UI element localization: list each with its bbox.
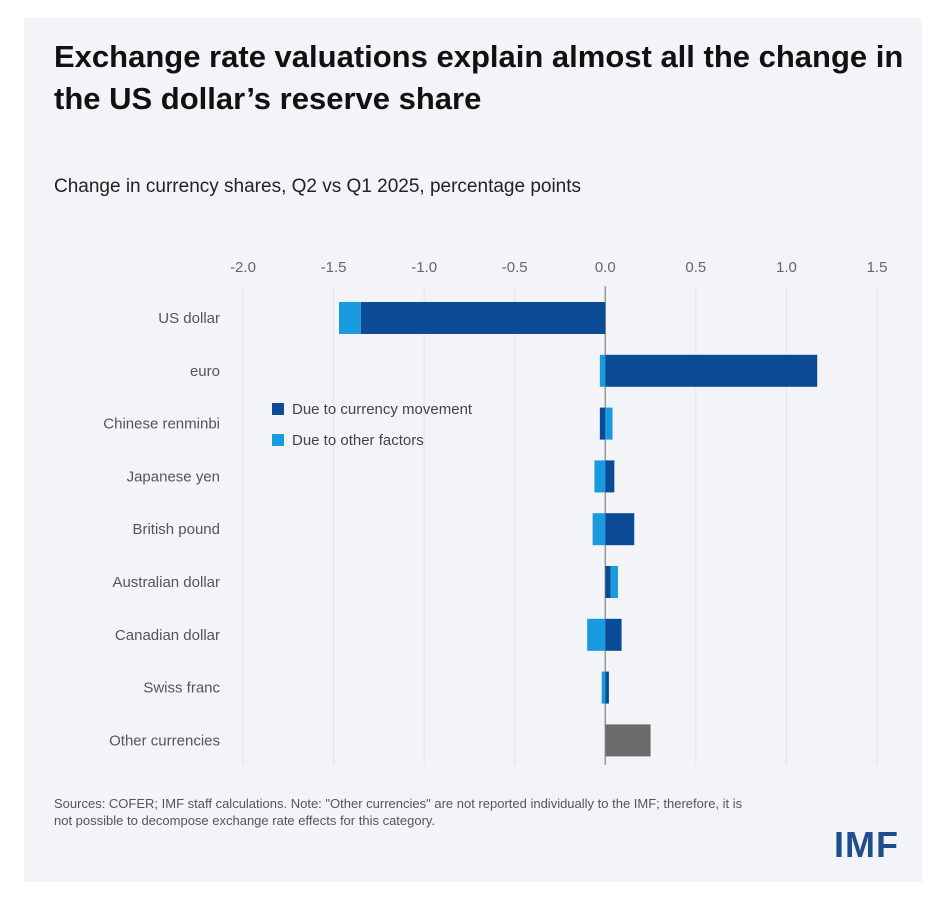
bar-other-factors bbox=[339, 302, 361, 334]
bar-other-factors bbox=[610, 566, 618, 598]
x-tick-label: -1.5 bbox=[321, 259, 347, 276]
bar-currency-movement bbox=[605, 513, 635, 546]
category-label: British pound bbox=[132, 521, 220, 538]
x-tick-label: 0.5 bbox=[685, 259, 706, 276]
x-tick-label: -0.5 bbox=[502, 259, 528, 276]
category-label: Chinese renminbi bbox=[103, 416, 220, 433]
category-label: Canadian dollar bbox=[115, 627, 220, 644]
bar-other-factors bbox=[599, 354, 606, 387]
x-tick-label: -2.0 bbox=[230, 259, 256, 276]
bar-currency-movement bbox=[605, 354, 818, 387]
chart-card: Exchange rate valuations explain almost … bbox=[24, 18, 922, 882]
chart-title: Exchange rate valuations explain almost … bbox=[54, 39, 904, 116]
category-label: US dollar bbox=[158, 310, 220, 327]
x-tick-label: -1.0 bbox=[411, 259, 437, 276]
legend-swatch bbox=[272, 403, 284, 415]
bar-currency-movement bbox=[360, 302, 606, 334]
bar-currency-movement bbox=[605, 618, 622, 651]
x-tick-label: 0.0 bbox=[595, 259, 616, 276]
footnote: Sources: COFER; IMF staff calculations. … bbox=[54, 796, 743, 828]
category-label: Australian dollar bbox=[112, 574, 220, 591]
x-tick-label: 1.5 bbox=[867, 259, 888, 276]
x-tick-label: 1.0 bbox=[776, 259, 797, 276]
bar-chart: -2.0 -1.5 -1.0 -0.5 0.0 0.5 1.0 1.5 US dollar eur… bbox=[103, 259, 888, 765]
bar-other-currencies bbox=[605, 724, 651, 757]
legend-label: Due to currency movement bbox=[292, 401, 473, 418]
legend-label: Due to other factors bbox=[292, 432, 424, 449]
category-label: Japanese yen bbox=[127, 468, 220, 485]
bar-currency-movement bbox=[605, 671, 609, 704]
bar-other-factors bbox=[594, 460, 606, 493]
bar-other-factors bbox=[601, 671, 606, 704]
bar-other-factors bbox=[592, 513, 606, 546]
bar-other-factors bbox=[587, 618, 606, 651]
category-label: Swiss franc bbox=[143, 680, 220, 697]
bar-currency-movement bbox=[605, 460, 615, 493]
bar-other-factors bbox=[605, 407, 613, 440]
category-label: euro bbox=[190, 363, 220, 380]
imf-logo: IMF bbox=[834, 824, 899, 865]
category-label: Other currencies bbox=[109, 732, 220, 749]
bar-currency-movement bbox=[605, 566, 611, 598]
bar-currency-movement bbox=[599, 407, 606, 440]
chart-subtitle: Change in currency shares, Q2 vs Q1 2025… bbox=[54, 176, 582, 197]
legend-swatch bbox=[272, 434, 284, 446]
